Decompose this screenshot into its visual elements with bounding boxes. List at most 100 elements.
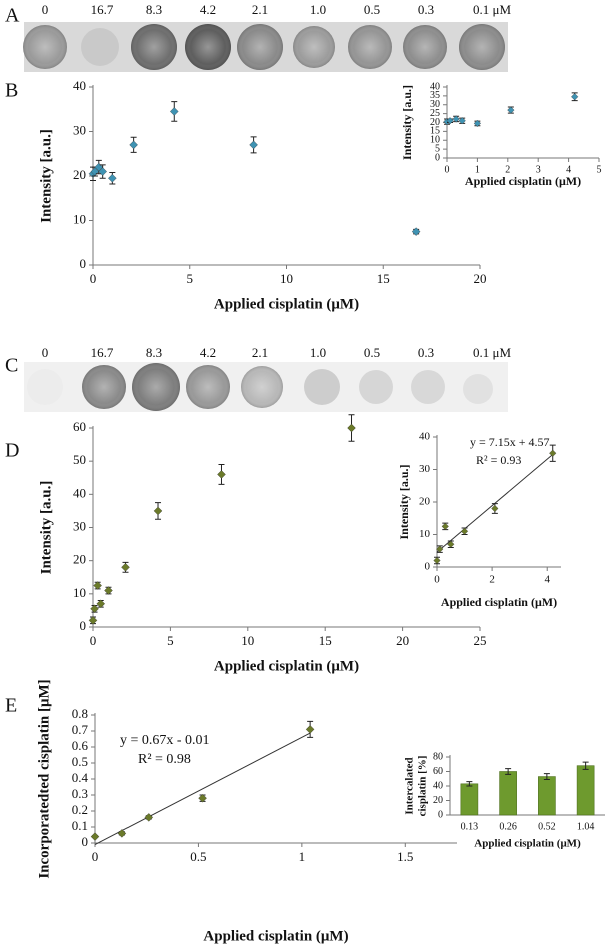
x-tick-label: 1 xyxy=(475,164,480,175)
y-tick-label: 30 xyxy=(430,99,440,110)
concentration-label: 1.0 xyxy=(310,2,326,17)
data-point xyxy=(436,545,444,553)
data-point xyxy=(93,581,102,590)
data-point xyxy=(473,119,481,127)
x-tick-label: 2 xyxy=(505,164,510,175)
y-tick-label: 20 xyxy=(433,795,443,806)
data-point xyxy=(411,227,421,236)
y-tick-label: 60 xyxy=(433,766,443,777)
concentration-label: 16.7 xyxy=(91,345,114,360)
data-point xyxy=(217,470,226,479)
x-tick-label: 4 xyxy=(566,164,571,175)
y-tick-label: 80 xyxy=(433,751,443,762)
data-point xyxy=(153,506,163,516)
x-tick-label: 0 xyxy=(90,271,97,286)
x-tick-label: 0 xyxy=(90,633,97,648)
concentration-label: 2.1 xyxy=(252,2,268,17)
x-tick-label: 4 xyxy=(544,574,550,586)
x-tick-label: 0.13 xyxy=(461,821,479,832)
concentration-label: 8.3 xyxy=(146,2,162,17)
data-point xyxy=(90,832,100,841)
y-tick-label: 10 xyxy=(430,135,440,146)
data-point xyxy=(549,449,557,457)
y-tick-label: 30 xyxy=(73,518,86,533)
error-bar xyxy=(466,781,473,787)
data-point xyxy=(169,107,179,116)
bar xyxy=(499,771,517,816)
y-axis-title: Incorporatedted cisplatin [μM] xyxy=(36,679,52,878)
x-tick-label: 0.26 xyxy=(499,821,517,832)
x-tick-label: 5 xyxy=(597,164,602,175)
y-tick-label: 10 xyxy=(419,528,431,540)
x-tick-label: 0 xyxy=(445,164,450,175)
data-point xyxy=(460,527,469,535)
blot-spots xyxy=(27,363,493,411)
x-tick-label: 3 xyxy=(536,164,541,175)
data-point xyxy=(96,599,106,609)
x-tick-label: 15 xyxy=(377,271,390,286)
y-tick-label: 0.6 xyxy=(72,738,89,753)
y-tick-label: 0 xyxy=(438,809,443,820)
y-tick-label: 10 xyxy=(73,585,86,600)
data-point xyxy=(571,93,579,101)
x-tick-label: 20 xyxy=(396,633,409,648)
bar xyxy=(538,776,556,816)
y-tick-label: 20 xyxy=(419,496,431,508)
r-squared: R² = 0.98 xyxy=(138,752,191,767)
concentration-label: 16.7 xyxy=(91,2,114,17)
trendline xyxy=(94,732,311,846)
y-axis-title: Intercalated xyxy=(404,757,416,814)
concentration-label: 1.0 xyxy=(310,345,326,360)
y-tick-label: 0.3 xyxy=(72,786,88,801)
x-tick-label: 10 xyxy=(241,633,254,648)
bar xyxy=(576,765,595,816)
y-axis-title: cisplatin [%] xyxy=(417,756,429,817)
x-tick-label: 2 xyxy=(489,574,495,586)
x-tick-label: 5 xyxy=(187,271,194,286)
data-point xyxy=(108,173,117,183)
y-axis-title: Intensity [a.u.] xyxy=(38,481,54,575)
y-tick-label: 5 xyxy=(435,143,440,154)
y-tick-label: 0 xyxy=(80,256,87,271)
y-tick-label: 25 xyxy=(430,108,440,119)
data-point xyxy=(98,167,107,176)
data-point xyxy=(347,423,356,433)
concentration-label: 0.5 xyxy=(364,2,380,17)
x-tick-label: 20 xyxy=(474,271,487,286)
y-tick-label: 0.8 xyxy=(72,706,88,721)
y-tick-label: 0.4 xyxy=(72,770,89,785)
x-tick-label: 0 xyxy=(92,849,99,864)
data-point xyxy=(129,140,138,150)
y-tick-label: 40 xyxy=(433,780,443,791)
y-tick-label: 20 xyxy=(73,552,86,567)
y-tick-label: 40 xyxy=(419,431,431,443)
equation: y = 7.15x + 4.57 xyxy=(470,435,550,449)
x-tick-label: 0.52 xyxy=(538,821,556,832)
equation: y = 0.67x - 0.01 xyxy=(120,733,210,748)
y-tick-label: 40 xyxy=(430,81,440,92)
x-tick-label: 25 xyxy=(474,633,487,648)
data-point xyxy=(121,563,130,572)
y-tick-label: 35 xyxy=(430,90,440,101)
concentration-label: 0.1 μM xyxy=(473,345,511,360)
data-point xyxy=(144,813,154,822)
data-point xyxy=(249,140,258,150)
concentration-label: 2.1 xyxy=(252,345,268,360)
y-axis-title: Intensity [a.u.] xyxy=(400,85,414,160)
y-tick-label: 20 xyxy=(430,117,440,128)
y-tick-label: 0.1 xyxy=(72,818,88,833)
concentration-label: 0.3 xyxy=(418,345,434,360)
y-tick-label: 60 xyxy=(73,419,86,434)
data-point xyxy=(433,556,441,565)
x-axis-title: Applied cisplatin (μM) xyxy=(214,296,359,312)
y-tick-label: 40 xyxy=(73,78,86,93)
y-tick-label: 10 xyxy=(73,211,86,226)
y-tick-label: 0.2 xyxy=(72,802,88,817)
x-axis-title: Applied cisplatin (μM) xyxy=(441,595,557,609)
r-squared: R² = 0.93 xyxy=(476,453,521,467)
error-bar xyxy=(582,761,589,770)
concentration-label: 4.2 xyxy=(200,2,216,17)
concentration-label: 0.1 μM xyxy=(473,2,511,17)
panel-label: A xyxy=(5,5,20,27)
